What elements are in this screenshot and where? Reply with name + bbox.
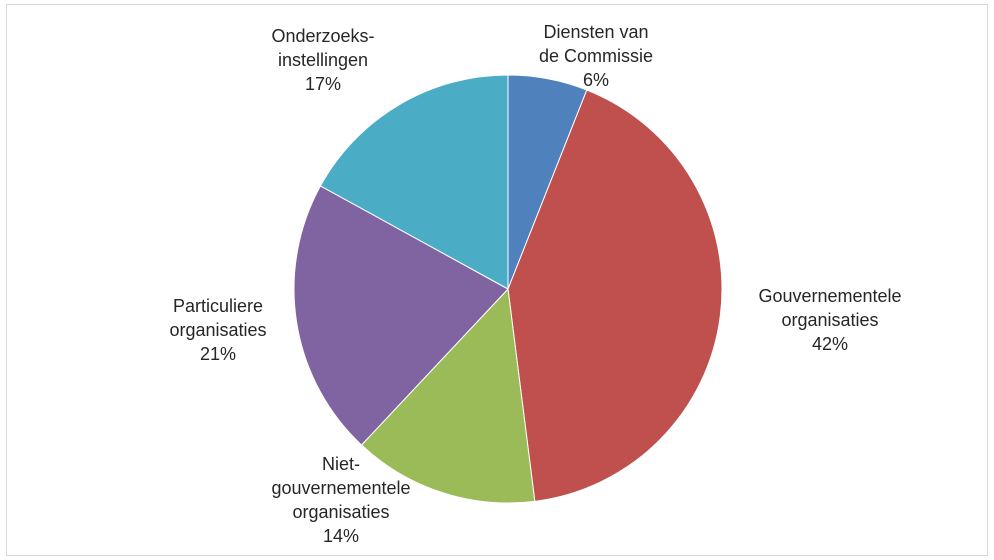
slice-label-0: Diensten van de Commissie 6% xyxy=(539,22,653,90)
pie-slice-2 xyxy=(360,287,536,504)
slice-label-line-1-0: Gouvernementele xyxy=(758,286,901,306)
slice-label-3: Particuliere organisaties 21% xyxy=(169,296,266,364)
slice-label-2: Niet-gouvernementele organisaties 14% xyxy=(271,454,410,546)
pie-slice-4 xyxy=(319,74,509,290)
pie-slice-3 xyxy=(293,185,509,446)
slice-label-line-2-0: Niet- xyxy=(322,454,360,474)
slice-label-line-0-1: de Commissie xyxy=(539,46,653,66)
slice-percent-4: 17% xyxy=(305,74,341,94)
slice-label-1: Gouvernementele organisaties 42% xyxy=(758,286,901,354)
slice-label-line-2-2: organisaties xyxy=(292,502,389,522)
slice-label-line-3-1: organisaties xyxy=(169,320,266,340)
pie-labels: Diensten van de Commissie 6% Gouvernementel… xyxy=(169,22,901,546)
pie-slices xyxy=(293,74,723,504)
slice-percent-0: 6% xyxy=(583,70,609,90)
slice-label-line-0-0: Diensten van xyxy=(543,22,648,42)
slice-label-4: Onderzoeks-instellingen 17% xyxy=(271,26,374,94)
slice-label-line-4-1: instellingen xyxy=(278,50,368,70)
slice-label-line-1-1: organisaties xyxy=(781,310,878,330)
slice-percent-1: 42% xyxy=(812,334,848,354)
pie-slice-1 xyxy=(507,89,723,502)
slice-label-line-2-1: gouvernementele xyxy=(271,478,410,498)
slice-percent-3: 21% xyxy=(200,344,236,364)
slice-label-line-3-0: Particuliere xyxy=(173,296,263,316)
slice-label-line-4-0: Onderzoeks- xyxy=(271,26,374,46)
slice-percent-2: 14% xyxy=(323,526,359,546)
